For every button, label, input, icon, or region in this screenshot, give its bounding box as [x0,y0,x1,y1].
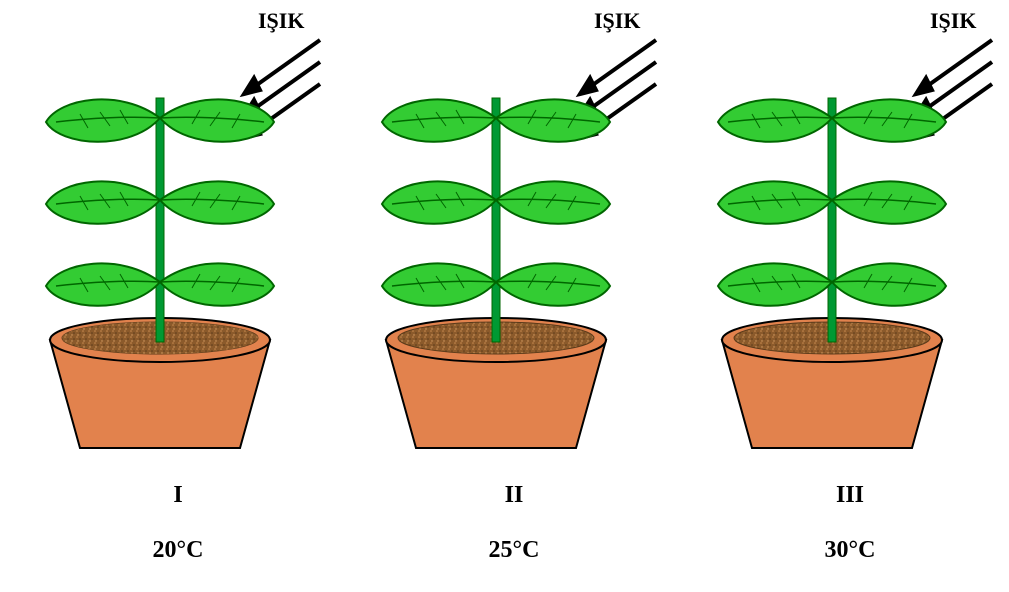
plant-1 [10,60,310,460]
caption-3: III 30°C [782,454,882,592]
light-label-3: IŞIK [930,8,976,34]
caption-1-temp: 20°C [153,537,204,563]
diagram-stage: IŞIK [0,0,1009,519]
caption-2: II 25°C [446,454,546,592]
caption-2-id: II [505,482,524,508]
plant-group-2: IŞIK [346,0,666,519]
plant-2 [346,60,646,460]
caption-3-temp: 30°C [825,537,876,563]
caption-1-id: I [173,482,182,508]
caption-2-temp: 25°C [489,537,540,563]
caption-3-id: III [836,482,864,508]
plant-group-3: IŞIK [682,0,1002,519]
plant-3 [682,60,982,460]
plant-group-1: IŞIK [10,0,330,519]
light-label-2: IŞIK [594,8,640,34]
stem-2 [492,98,500,342]
light-label-1: IŞIK [258,8,304,34]
stem-1 [156,98,164,342]
caption-1: I 20°C [110,454,210,592]
stem-3 [828,98,836,342]
